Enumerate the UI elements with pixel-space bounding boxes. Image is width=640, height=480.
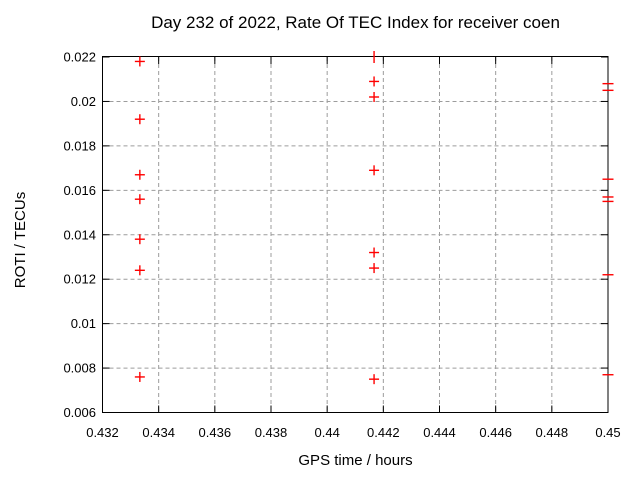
y-tick-label: 0.006 bbox=[63, 405, 96, 420]
x-tick-label: 0.45 bbox=[595, 425, 620, 440]
y-tick-label: 0.018 bbox=[63, 138, 96, 153]
y-tick-label: 0.022 bbox=[63, 50, 96, 65]
x-tick-label: 0.442 bbox=[367, 425, 400, 440]
y-tick-label: 0.012 bbox=[63, 272, 96, 287]
y-tick-label: 0.02 bbox=[71, 94, 96, 109]
x-tick-label: 0.446 bbox=[479, 425, 512, 440]
y-tick-label: 0.014 bbox=[63, 227, 96, 242]
x-tick-label: 0.44 bbox=[315, 425, 340, 440]
x-tick-label: 0.438 bbox=[255, 425, 288, 440]
chart-title: Day 232 of 2022, Rate Of TEC Index for r… bbox=[151, 13, 560, 32]
y-tick-label: 0.016 bbox=[63, 183, 96, 198]
x-tick-label: 0.436 bbox=[199, 425, 232, 440]
y-tick-label: 0.008 bbox=[63, 361, 96, 376]
x-tick-label: 0.432 bbox=[86, 425, 119, 440]
x-tick-label: 0.444 bbox=[423, 425, 456, 440]
x-tick-label: 0.434 bbox=[142, 425, 175, 440]
y-tick-label: 0.01 bbox=[71, 316, 96, 331]
x-tick-label: 0.448 bbox=[536, 425, 569, 440]
y-axis-title: ROTI / TECUs bbox=[12, 191, 29, 289]
x-axis-title: GPS time / hours bbox=[298, 452, 413, 469]
